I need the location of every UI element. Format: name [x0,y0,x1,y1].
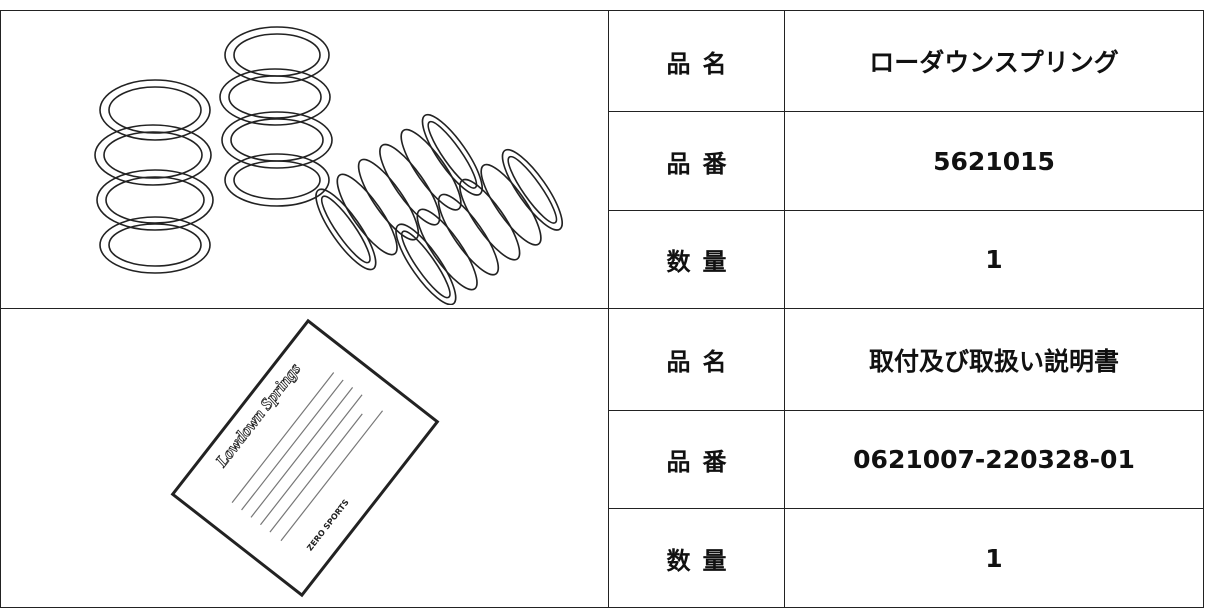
label: 数量 [608,508,785,608]
value: 1 [784,508,1204,608]
label: 品名 [608,9,785,113]
spring [394,148,563,305]
manual-image: Lowdown Springs ZERO SPORTS [0,308,609,608]
row: 品名 ローダウンスプリング [0,9,1204,310]
manual-drawing: Lowdown Springs ZERO SPORTS [170,318,439,598]
label: 品名 [608,308,785,411]
row: 数量 1 [1,209,1204,310]
spring [218,25,333,207]
spring [93,78,214,274]
spring-drawing [93,25,563,305]
spring [314,113,483,271]
value: 1 [784,209,1204,310]
label: 数量 [608,209,785,310]
label: 品番 [608,409,785,510]
value: 取付及び取扱い説明書 [784,308,1204,411]
value: 5621015 [784,111,1204,211]
row: 品番 0621007-220328-01 [1,409,1204,510]
row: Lowdown Springs ZERO SPORTS 品名 取付及び取扱い説明… [0,308,1204,608]
spring-image [0,9,609,310]
parts-table: 品名 ローダウンスプリング 品番 5621015 数量 1 Lowdown Sp… [0,9,1204,608]
value: ローダウンスプリング [784,9,1204,113]
label: 品番 [608,111,785,211]
row: 数量 1 [1,508,1204,608]
manual-page [170,318,439,598]
value: 0621007-220328-01 [784,409,1204,510]
